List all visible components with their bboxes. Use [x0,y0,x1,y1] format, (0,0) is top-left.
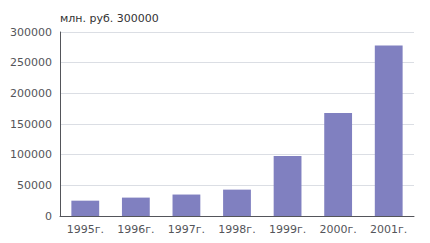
svg-text:200000: 200000 [10,87,52,100]
svg-text:2000г.: 2000г. [320,223,357,236]
svg-text:1997г.: 1997г. [168,223,205,236]
svg-text:млн. руб. 300000: млн. руб. 300000 [60,12,159,25]
svg-text:250000: 250000 [10,56,52,69]
svg-text:1996г.: 1996г. [117,223,154,236]
svg-text:150000: 150000 [10,118,52,131]
svg-text:1995г.: 1995г. [67,223,104,236]
svg-text:2001г.: 2001г. [370,223,407,236]
svg-text:1999г.: 1999г. [269,223,306,236]
svg-text:50000: 50000 [17,179,52,192]
svg-text:300000: 300000 [10,26,52,39]
svg-text:0: 0 [45,210,52,223]
svg-text:100000: 100000 [10,148,52,161]
svg-text:1998г.: 1998г. [218,223,255,236]
